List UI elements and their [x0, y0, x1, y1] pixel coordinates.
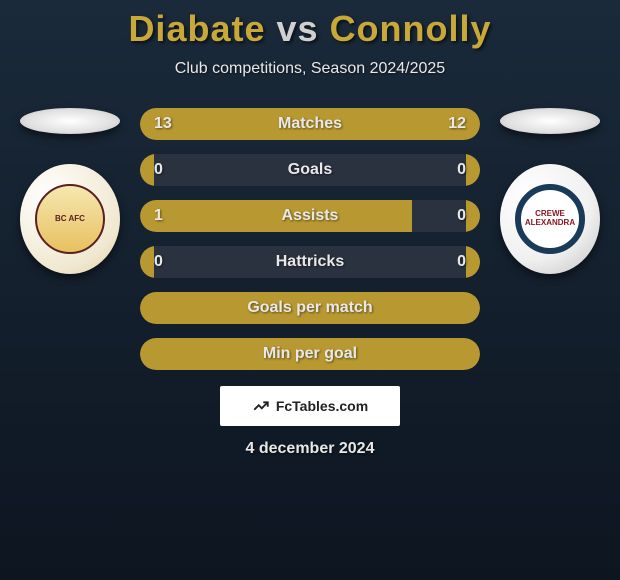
title-vs: vs — [277, 8, 319, 49]
subtitle: Club competitions, Season 2024/2025 — [0, 60, 620, 78]
comparison-panel: BC AFC 1312Matches 00Goals 10Assists 00Hatt… — [0, 108, 620, 370]
stat-row: 00Goals — [140, 154, 480, 186]
page-title: Diabate vs Connolly — [0, 0, 620, 50]
stat-label: Min per goal — [140, 345, 480, 363]
stat-row: Min per goal — [140, 338, 480, 370]
right-side: CREWE ALEXANDRA — [500, 108, 600, 274]
stat-row: Goals per match — [140, 292, 480, 324]
stat-label: Hattricks — [140, 253, 480, 271]
watermark-text: FcTables.com — [276, 398, 368, 414]
stat-label: Goals per match — [140, 299, 480, 317]
crest-left-label: BC AFC — [35, 184, 105, 254]
stat-label: Matches — [140, 115, 480, 133]
player1-ellipse-icon — [20, 108, 120, 134]
stat-row: 1312Matches — [140, 108, 480, 140]
left-side: BC AFC — [20, 108, 120, 274]
chart-icon — [252, 397, 270, 415]
stats-list: 1312Matches 00Goals 10Assists 00Hattricks Go… — [140, 108, 480, 370]
stat-label: Assists — [140, 207, 480, 225]
stat-label: Goals — [140, 161, 480, 179]
watermark-badge: FcTables.com — [220, 386, 400, 426]
date-label: 4 december 2024 — [0, 440, 620, 458]
player1-club-crest: BC AFC — [20, 164, 120, 274]
title-player2: Connolly — [330, 8, 492, 49]
crest-right-label: CREWE ALEXANDRA — [515, 184, 585, 254]
player2-club-crest: CREWE ALEXANDRA — [500, 164, 600, 274]
stat-row: 00Hattricks — [140, 246, 480, 278]
player2-ellipse-icon — [500, 108, 600, 134]
stat-row: 10Assists — [140, 200, 480, 232]
title-player1: Diabate — [128, 8, 265, 49]
